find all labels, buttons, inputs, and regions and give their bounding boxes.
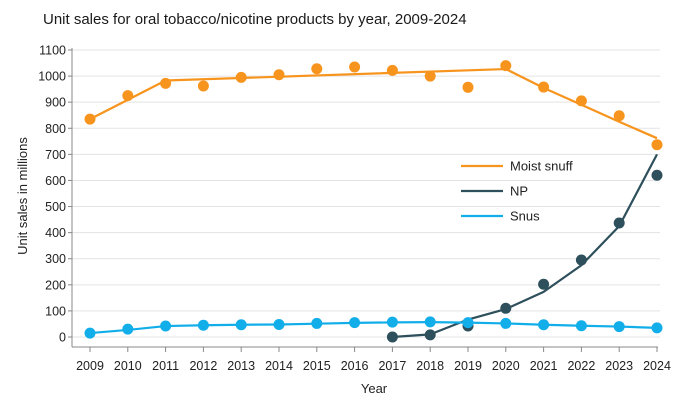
legend-label-moist-snuff: Moist snuff <box>510 159 573 174</box>
gridlines <box>72 49 660 338</box>
y-tick-label: 100 <box>45 304 66 318</box>
np-data-point <box>500 302 512 314</box>
snus-data-point <box>235 319 247 331</box>
snus-data-point <box>311 317 323 329</box>
legend: Moist snuff NP Snus <box>461 159 573 224</box>
y-tick-label: 200 <box>45 278 66 292</box>
np-data-point <box>575 254 587 266</box>
moist-snuff-data-point <box>462 81 474 93</box>
legend-label-snus: Snus <box>510 209 540 224</box>
series-group <box>84 60 663 343</box>
np-data-point <box>424 329 436 341</box>
x-tick-label: 2014 <box>265 359 293 373</box>
moist-snuff-data-point <box>84 113 96 125</box>
x-tick-label: 2022 <box>567 359 595 373</box>
snus-data-point <box>538 319 550 331</box>
chart-title: Unit sales for oral tobacco/nicotine pro… <box>43 11 467 28</box>
y-axis-label: Unit sales in millions <box>15 137 30 255</box>
y-tick-label: 0 <box>59 331 66 345</box>
x-tick-label: 2015 <box>303 359 331 373</box>
series-snus <box>84 316 663 339</box>
snus-trend-line <box>89 321 658 335</box>
x-tick-label: 2024 <box>643 359 671 373</box>
moist-snuff-data-point <box>613 110 625 122</box>
np-data-point <box>651 169 663 181</box>
snus-data-point <box>197 319 209 331</box>
moist-snuff-data-point <box>500 60 512 72</box>
snus-data-point <box>613 321 625 333</box>
x-tick-label: 2016 <box>341 359 369 373</box>
np-data-point <box>386 331 398 343</box>
x-tick-label: 2013 <box>227 359 255 373</box>
x-tick-label: 2011 <box>152 359 179 373</box>
y-tick-label: 500 <box>45 200 66 214</box>
moist-snuff-data-point <box>538 81 550 93</box>
moist-snuff-data-point <box>424 70 436 82</box>
x-axis-ticks: 2009 2010 2011 2012 2013 2014 2015 2016 2017 2018… <box>76 347 671 373</box>
y-tick-label: 900 <box>45 96 66 110</box>
x-tick-label: 2010 <box>114 359 142 373</box>
snus-data-point <box>122 323 134 335</box>
y-tick-label: 600 <box>45 174 66 188</box>
y-tick-label: 800 <box>45 122 66 136</box>
x-axis-label: Year <box>361 381 388 396</box>
y-axis-ticks: 0 100 200 300 400 500 600 700 800 900 1000 1100 <box>38 44 72 345</box>
np-data-point <box>613 217 625 229</box>
y-tick-label: 400 <box>45 226 66 240</box>
snus-data-point <box>273 318 285 330</box>
x-tick-label: 2012 <box>189 359 217 373</box>
x-tick-label: 2023 <box>605 359 633 373</box>
moist-snuff-data-point <box>197 80 209 92</box>
y-tick-label: 1000 <box>38 70 66 84</box>
snus-data-point <box>575 320 587 332</box>
moist-snuff-data-point <box>651 139 663 151</box>
moist-snuff-data-point <box>349 61 361 73</box>
snus-data-point <box>462 317 474 329</box>
moist-snuff-data-point <box>160 77 172 89</box>
x-tick-label: 2021 <box>530 359 558 373</box>
moist-snuff-data-point <box>122 90 134 102</box>
moist-snuff-data-point <box>311 63 323 75</box>
snus-data-point <box>160 320 172 332</box>
snus-data-point <box>500 317 512 329</box>
snus-data-point <box>651 322 663 334</box>
x-tick-label: 2009 <box>76 359 104 373</box>
x-tick-label: 2020 <box>492 359 520 373</box>
legend-label-np: NP <box>510 184 528 199</box>
snus-data-point <box>349 317 361 329</box>
moist-snuff-data-point <box>575 95 587 107</box>
x-tick-label: 2019 <box>454 359 482 373</box>
np-data-point <box>538 278 550 290</box>
x-tick-label: 2018 <box>416 359 444 373</box>
snus-data-point <box>424 316 436 328</box>
np-trend-line <box>392 153 658 339</box>
moist-snuff-data-point <box>273 69 285 81</box>
y-tick-label: 700 <box>45 148 66 162</box>
x-tick-label: 2017 <box>378 359 406 373</box>
moist-snuff-data-point <box>235 71 247 83</box>
y-tick-label: 1100 <box>39 44 66 58</box>
snus-data-point <box>84 327 96 339</box>
axes <box>71 48 658 348</box>
y-tick-label: 300 <box>45 252 66 266</box>
moist-snuff-data-point <box>386 64 398 76</box>
snus-data-point <box>386 316 398 328</box>
series-moist-snuff <box>84 60 663 151</box>
